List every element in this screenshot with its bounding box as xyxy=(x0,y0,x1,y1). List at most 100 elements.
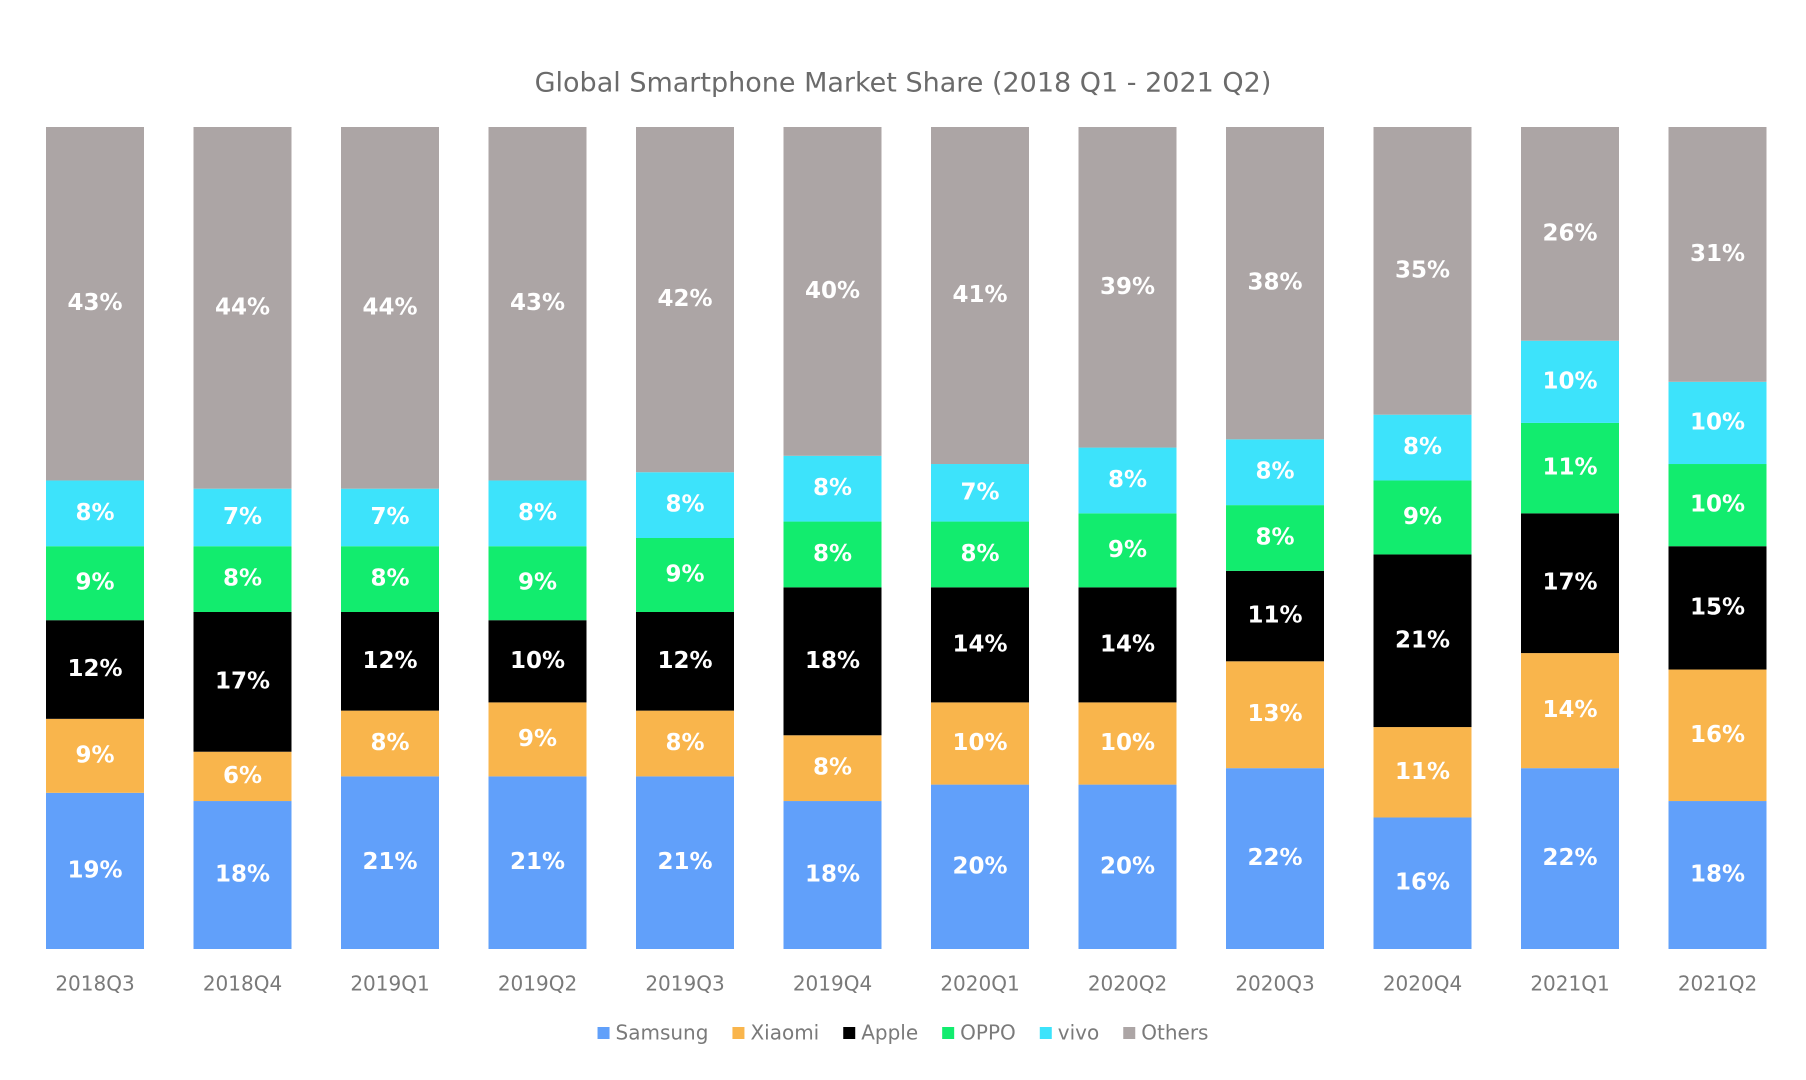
data-label: 44% xyxy=(362,294,417,320)
bar-segment xyxy=(1521,340,1619,423)
data-label: 8% xyxy=(1255,459,1294,485)
data-label: 19% xyxy=(67,857,122,883)
data-label: 20% xyxy=(1100,853,1155,879)
bar-segment xyxy=(1668,801,1767,949)
legend: Samsung Xiaomi Apple OPPO vivo Others xyxy=(597,1021,1208,1045)
data-label: 12% xyxy=(362,648,417,674)
x-tick-label: 2019Q4 xyxy=(793,972,872,996)
bar-segment xyxy=(1078,784,1177,949)
x-tick-label: 2020Q1 xyxy=(940,972,1019,996)
bar-segment xyxy=(783,801,882,949)
bar-segment xyxy=(1521,127,1619,341)
bar-segment xyxy=(341,546,439,612)
data-label: 11% xyxy=(1247,603,1302,629)
data-label: 9% xyxy=(75,742,114,768)
data-label: 43% xyxy=(510,290,565,316)
bar-segment xyxy=(1373,817,1472,949)
bar-segment xyxy=(783,735,882,802)
bar-segment xyxy=(636,127,734,473)
data-label: 9% xyxy=(75,570,114,596)
data-label: 21% xyxy=(362,849,417,875)
data-label: 22% xyxy=(1542,845,1597,871)
bar-segment xyxy=(193,751,292,802)
legend-swatch xyxy=(597,1027,610,1039)
data-label: 7% xyxy=(223,504,262,530)
bar-segment xyxy=(1373,127,1472,415)
data-label: 8% xyxy=(370,566,409,592)
data-label: 9% xyxy=(1403,504,1442,530)
data-label: 44% xyxy=(215,294,270,320)
bar-segment xyxy=(1668,669,1767,802)
data-label: 8% xyxy=(665,492,704,518)
x-tick-label: 2018Q4 xyxy=(203,972,282,996)
data-label: 17% xyxy=(215,668,270,694)
bar-segment xyxy=(1373,414,1472,481)
data-label: 7% xyxy=(960,479,999,505)
bar-segment xyxy=(1521,653,1619,769)
x-tick-label: 2019Q3 xyxy=(645,972,724,996)
bar-segment xyxy=(46,718,144,793)
data-label: 15% xyxy=(1690,594,1745,620)
x-tick-label: 2020Q2 xyxy=(1088,972,1167,996)
bar-segment xyxy=(1668,127,1767,382)
bar-segment xyxy=(1668,381,1767,465)
bar-segment xyxy=(1373,727,1472,818)
bar-segment xyxy=(636,538,734,612)
data-label: 22% xyxy=(1247,845,1302,871)
data-label: 8% xyxy=(813,475,852,501)
data-label: 38% xyxy=(1247,270,1302,296)
data-label: 26% xyxy=(1542,220,1597,246)
bar-segment xyxy=(488,620,587,703)
data-label: 8% xyxy=(370,730,409,756)
bar-segment xyxy=(931,784,1029,949)
bar-segment xyxy=(636,776,734,949)
data-label: 13% xyxy=(1247,701,1302,727)
legend-swatch xyxy=(843,1027,856,1039)
bar-segment xyxy=(783,521,882,588)
bar-segment xyxy=(1226,505,1324,571)
x-tick-label: 2020Q3 xyxy=(1235,972,1314,996)
bar-segment xyxy=(1668,546,1767,670)
legend-label: Xiaomi xyxy=(750,1021,819,1045)
bar-segment xyxy=(488,480,587,547)
data-label: 12% xyxy=(657,648,712,674)
data-label: 10% xyxy=(1690,409,1745,435)
bar-segment xyxy=(1226,768,1324,949)
data-label: 18% xyxy=(805,862,860,888)
data-label: 42% xyxy=(657,286,712,312)
data-label: 35% xyxy=(1395,257,1450,283)
data-label: 10% xyxy=(1542,368,1597,394)
bar-segment xyxy=(636,611,734,711)
bar-segment xyxy=(1078,587,1177,703)
x-tick-label: 2019Q1 xyxy=(350,972,429,996)
bar-segment xyxy=(931,127,1029,465)
bar-segment xyxy=(46,127,144,481)
data-label: 9% xyxy=(665,561,704,587)
data-label: 8% xyxy=(1108,467,1147,493)
bar-segment xyxy=(193,488,292,547)
data-label: 17% xyxy=(1542,570,1597,596)
legend-label: vivo xyxy=(1058,1021,1099,1045)
bar-segment xyxy=(1226,127,1324,440)
bar-segment xyxy=(193,546,292,612)
bar-segment xyxy=(1226,661,1324,769)
data-label: 9% xyxy=(518,726,557,752)
data-label: 39% xyxy=(1100,274,1155,300)
data-label: 8% xyxy=(518,500,557,526)
legend-swatch xyxy=(942,1027,955,1039)
legend-label: Apple xyxy=(861,1021,918,1045)
data-label: 9% xyxy=(1108,537,1147,563)
bar-segment xyxy=(1078,127,1177,448)
legend-swatch xyxy=(1039,1027,1052,1039)
data-label: 21% xyxy=(1395,627,1450,653)
data-label: 16% xyxy=(1690,722,1745,748)
data-label: 11% xyxy=(1542,455,1597,481)
x-tick-label: 2020Q4 xyxy=(1383,972,1462,996)
bar-segment xyxy=(193,127,292,489)
bar-segment xyxy=(1226,439,1324,506)
data-label: 8% xyxy=(75,500,114,526)
data-label: 18% xyxy=(1690,862,1745,888)
data-label: 10% xyxy=(1100,730,1155,756)
bar-segment xyxy=(1373,480,1472,555)
